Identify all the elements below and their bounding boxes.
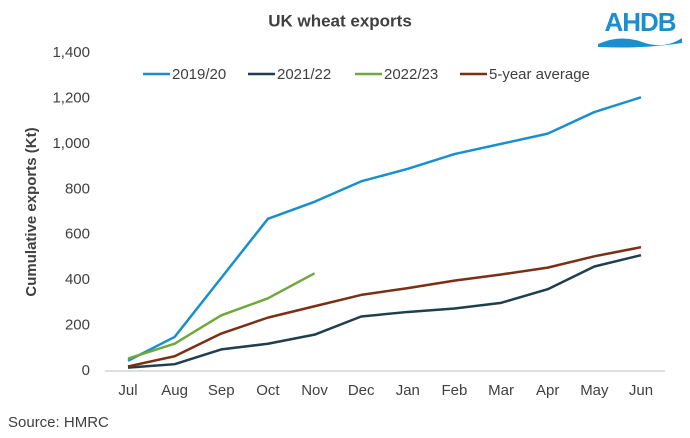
logo-wave — [598, 38, 682, 48]
x-tick-label: Jul — [118, 382, 137, 399]
chart-title: UK wheat exports — [268, 11, 412, 30]
x-tick-label: Jan — [396, 382, 420, 399]
x-tick-label: Apr — [536, 382, 559, 399]
y-tick-label: 400 — [65, 271, 90, 288]
y-tick-label: 200 — [65, 317, 90, 334]
x-tick-label: Nov — [301, 382, 328, 399]
x-tick-label: Sep — [208, 382, 235, 399]
series-line — [127, 245, 642, 368]
series-line — [127, 253, 642, 369]
y-tick-label: 1,200 — [52, 89, 90, 106]
legend-label: 5-year average — [489, 66, 590, 83]
x-tick-label: Jun — [629, 382, 653, 399]
series-line — [127, 96, 642, 362]
source: Source: HMRC — [8, 414, 109, 431]
x-tick-label: Feb — [442, 382, 468, 399]
x-tick-label: Dec — [348, 382, 375, 399]
logo: AHDB — [604, 7, 675, 37]
x-tick-label: Aug — [161, 382, 188, 399]
x-tick-label: Oct — [256, 382, 280, 399]
legend-label: 2021/22 — [277, 66, 331, 83]
legend-label: 2019/20 — [172, 66, 226, 83]
y-axis-label: Cumulative exports (Kt) — [23, 127, 40, 296]
y-tick-label: 0 — [82, 362, 90, 379]
y-tick-label: 1,400 — [52, 44, 90, 61]
y-tick-label: 1,000 — [52, 135, 90, 152]
x-tick-label: May — [580, 382, 609, 399]
legend-label: 2022/23 — [384, 66, 438, 83]
y-tick-label: 800 — [65, 180, 90, 197]
series-line — [127, 272, 316, 360]
y-tick-label: 600 — [65, 226, 90, 243]
x-tick-label: Mar — [488, 382, 514, 399]
